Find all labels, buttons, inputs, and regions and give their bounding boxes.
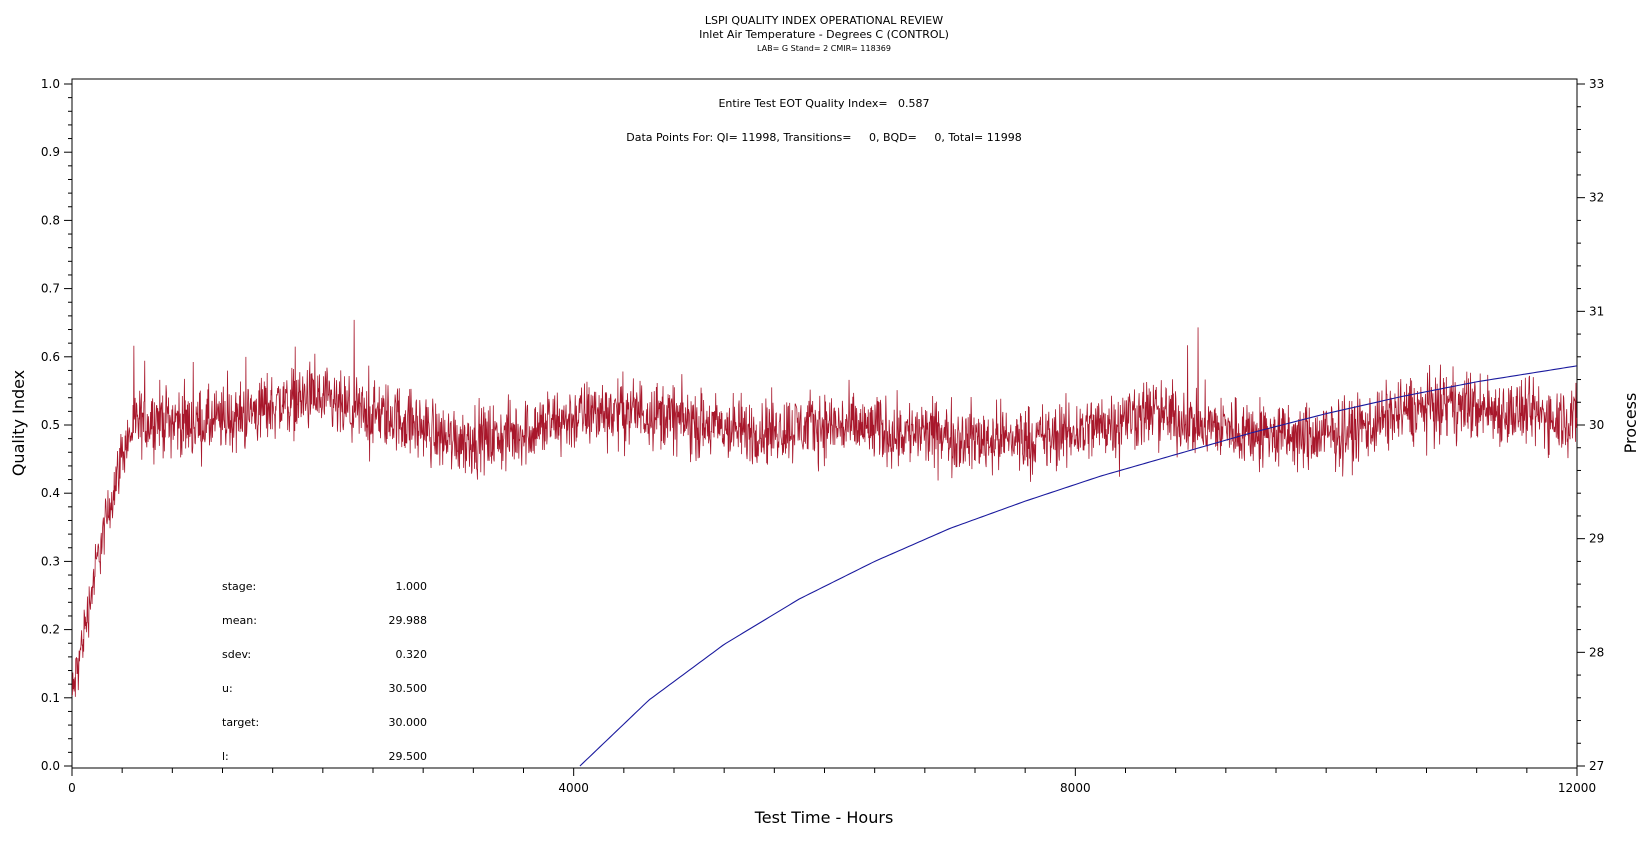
y-left-tick-label: 0.9 — [41, 145, 60, 159]
stat-label: mean: — [222, 614, 257, 627]
y-left-tick-label: 0.5 — [41, 418, 60, 432]
data-points-note: Data Points For: QI= 11998, Transitions=… — [626, 131, 1021, 144]
stats-box: stage: 1.000 mean: 29.988 sdev: 0.320 u: 30.500… — [222, 580, 427, 763]
stat-value: 29.988 — [389, 614, 428, 627]
y-left-tick-label: 0.3 — [41, 554, 60, 568]
stat-value: 0.320 — [396, 648, 428, 661]
y-left-tick-label: 0.8 — [41, 213, 60, 227]
stat-label: stage: — [222, 580, 256, 593]
chart-subtitle: Inlet Air Temperature - Degrees C (CONTR… — [699, 28, 949, 41]
stat-label: target: — [222, 716, 259, 729]
x-tick-label: 4000 — [558, 781, 589, 795]
y-axis-right: 27 28 29 30 31 32 33 — [1577, 77, 1604, 773]
y-right-tick-label: 33 — [1589, 77, 1604, 91]
y-right-tick-label: 28 — [1589, 645, 1604, 659]
y-right-tick-label: 32 — [1589, 191, 1604, 205]
x-tick-label: 0 — [68, 781, 76, 795]
stat-value: 30.500 — [389, 682, 428, 695]
eot-quality-index-note: Entire Test EOT Quality Index= 0.587 — [718, 97, 929, 110]
y-axis-left: 0.0 0.1 0.2 0.3 0.4 0.5 0.6 0.7 0.8 0.9 1.0 — [41, 77, 72, 773]
stat-label: l: — [222, 750, 229, 763]
stat-label: u: — [222, 682, 233, 695]
stat-value: 29.500 — [389, 750, 428, 763]
y-left-tick-label: 0.7 — [41, 282, 60, 296]
y-right-tick-label: 29 — [1589, 532, 1604, 546]
stat-label: sdev: — [222, 648, 251, 661]
series-line-1 — [71, 319, 1578, 697]
y-right-tick-label: 30 — [1589, 418, 1604, 432]
x-axis: 0 4000 8000 12000 — [68, 768, 1596, 795]
x-tick-label: 12000 — [1558, 781, 1596, 795]
y-left-tick-label: 0.2 — [41, 623, 60, 637]
y-axis-right-label: Process — [1621, 393, 1640, 454]
y-left-tick-label: 0.0 — [41, 759, 60, 773]
series-layer — [71, 319, 1578, 767]
chart-subtitle-lab: LAB= G Stand= 2 CMIR= 118369 — [757, 44, 891, 53]
y-right-tick-label: 31 — [1589, 304, 1604, 318]
y-left-tick-label: 1.0 — [41, 77, 60, 91]
y-left-tick-label: 0.4 — [41, 486, 60, 500]
x-axis-label: Test Time - Hours — [754, 808, 894, 827]
stat-value: 30.000 — [389, 716, 428, 729]
x-tick-label: 8000 — [1060, 781, 1091, 795]
y-right-tick-label: 27 — [1589, 759, 1604, 773]
y-axis-left-label: Quality Index — [9, 370, 28, 476]
chart-title: LSPI QUALITY INDEX OPERATIONAL REVIEW — [705, 14, 943, 27]
series-line-2 — [579, 365, 1577, 767]
y-left-tick-label: 0.6 — [41, 350, 60, 364]
y-left-tick-label: 0.1 — [41, 691, 60, 705]
stat-value: 1.000 — [396, 580, 428, 593]
